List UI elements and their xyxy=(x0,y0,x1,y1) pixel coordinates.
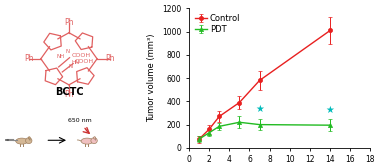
Y-axis label: Tumor volume (mm³): Tumor volume (mm³) xyxy=(147,34,156,122)
Ellipse shape xyxy=(81,138,93,144)
Text: Ph: Ph xyxy=(64,90,74,99)
Text: Ph: Ph xyxy=(24,54,34,63)
Ellipse shape xyxy=(16,138,28,144)
Text: 650 nm: 650 nm xyxy=(68,118,92,123)
Text: COOH: COOH xyxy=(75,59,94,64)
Legend: Control, PDT: Control, PDT xyxy=(193,13,242,36)
Text: ★: ★ xyxy=(255,104,264,114)
Text: NH: NH xyxy=(57,54,65,59)
Circle shape xyxy=(26,138,32,144)
Text: N: N xyxy=(65,49,69,54)
Text: ★: ★ xyxy=(326,105,335,115)
Text: Ph: Ph xyxy=(105,54,115,63)
Ellipse shape xyxy=(94,137,96,139)
Circle shape xyxy=(91,138,97,144)
Text: BCTC: BCTC xyxy=(55,87,83,97)
Ellipse shape xyxy=(28,137,30,139)
Text: N: N xyxy=(69,64,73,69)
Text: COOH: COOH xyxy=(71,53,90,58)
Text: HN: HN xyxy=(71,60,79,65)
Text: Ph: Ph xyxy=(64,18,74,27)
